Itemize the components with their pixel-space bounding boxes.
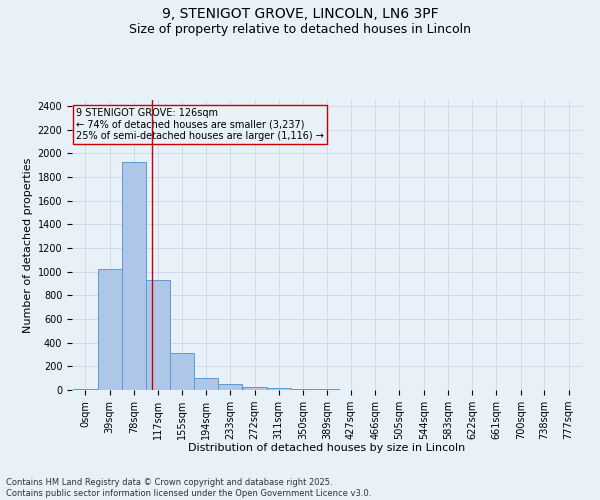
Bar bbox=[291, 389, 315, 390]
Text: 9, STENIGOT GROVE, LINCOLN, LN6 3PF: 9, STENIGOT GROVE, LINCOLN, LN6 3PF bbox=[161, 8, 439, 22]
Text: 9 STENIGOT GROVE: 126sqm
← 74% of detached houses are smaller (3,237)
25% of sem: 9 STENIGOT GROVE: 126sqm ← 74% of detach… bbox=[76, 108, 323, 142]
Bar bbox=[218, 384, 242, 390]
Y-axis label: Number of detached properties: Number of detached properties bbox=[23, 158, 34, 332]
Bar bbox=[98, 268, 122, 390]
Bar bbox=[146, 280, 170, 390]
X-axis label: Distribution of detached houses by size in Lincoln: Distribution of detached houses by size … bbox=[188, 444, 466, 454]
Bar bbox=[170, 352, 194, 390]
Bar bbox=[194, 378, 218, 390]
Text: Contains HM Land Registry data © Crown copyright and database right 2025.
Contai: Contains HM Land Registry data © Crown c… bbox=[6, 478, 371, 498]
Text: Size of property relative to detached houses in Lincoln: Size of property relative to detached ho… bbox=[129, 22, 471, 36]
Bar bbox=[73, 389, 97, 390]
Bar bbox=[242, 387, 266, 390]
Bar bbox=[122, 162, 146, 390]
Bar bbox=[267, 388, 291, 390]
